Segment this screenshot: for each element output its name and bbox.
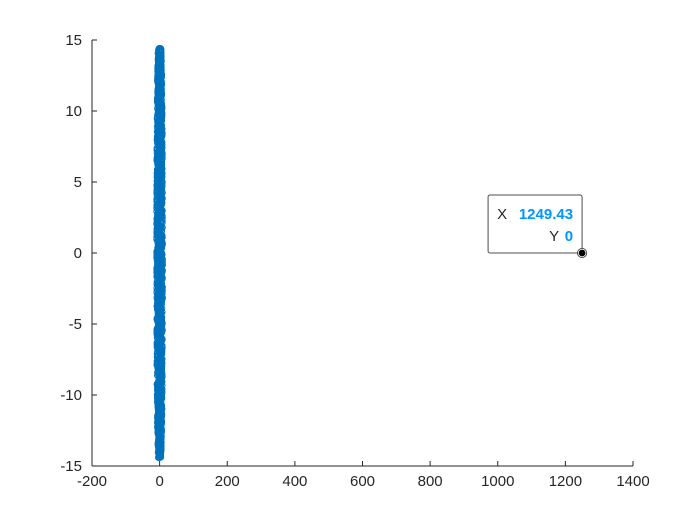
data-tip-y-value: 0 — [565, 228, 573, 245]
x-tick-label: 400 — [282, 473, 307, 490]
y-tick-label: 10 — [65, 103, 82, 120]
scatter-point — [155, 44, 164, 53]
x-tick-label: 1400 — [616, 473, 649, 490]
y-tick-label: 5 — [74, 174, 82, 191]
data-tip-marker[interactable] — [577, 248, 587, 258]
x-tick-label: 800 — [418, 473, 443, 490]
x-tick-label: -200 — [77, 473, 107, 490]
data-tip-x-value: 1249.43 — [519, 206, 573, 223]
x-axis: -200 0 200 400 600 800 1000 1200 1400 — [77, 461, 650, 490]
y-tick-label: -15 — [60, 458, 82, 475]
y-axis: 15 10 5 0 -5 -10 -15 — [60, 32, 97, 475]
data-tip-box — [487, 194, 583, 254]
x-tick-label: 1000 — [481, 473, 514, 490]
scatter-points — [153, 44, 166, 462]
data-tip-marker-ring — [577, 247, 588, 258]
x-tick-label: 0 — [155, 473, 163, 490]
x-tick-label: 200 — [215, 473, 240, 490]
y-tick-label: 15 — [65, 32, 82, 49]
data-tip-x-label: X — [497, 206, 507, 223]
x-tick-label: 600 — [350, 473, 375, 490]
x-tick-label: 1200 — [549, 473, 582, 490]
y-tick-label: -10 — [60, 387, 82, 404]
y-tick-label: 0 — [74, 245, 82, 262]
data-tip[interactable]: X 1249.43 Y 0 — [487, 194, 588, 258]
y-tick-label: -5 — [69, 316, 82, 333]
data-tip-y-label: Y — [549, 228, 559, 245]
